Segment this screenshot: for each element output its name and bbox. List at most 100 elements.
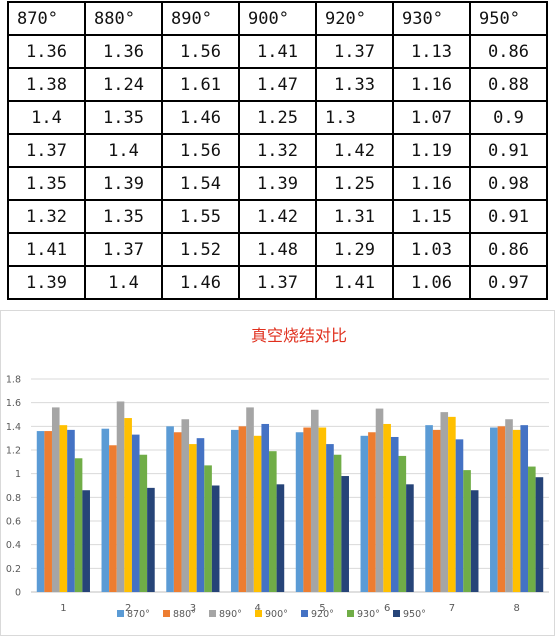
y-tick-label: 0.6 xyxy=(6,517,21,528)
bar xyxy=(406,484,414,592)
legend-label: 920° xyxy=(311,609,334,620)
table-cell: 1.61 xyxy=(161,67,240,102)
legend-swatch xyxy=(301,610,308,617)
y-tick-label: 0.2 xyxy=(6,564,21,575)
column-header: 920° xyxy=(315,1,394,36)
table-cell: 1.25 xyxy=(315,166,394,201)
table-row: 1.35 1.39 1.54 1.39 1.25 1.16 0.98 xyxy=(7,166,548,201)
bar xyxy=(204,465,212,592)
bar xyxy=(59,425,68,592)
bar xyxy=(189,444,197,592)
table-cell: 1.52 xyxy=(161,232,240,267)
table-cell: 1.48 xyxy=(238,232,317,267)
table-cell: 1.46 xyxy=(161,265,240,300)
bar xyxy=(463,470,471,592)
x-tick-label: 7 xyxy=(449,603,455,614)
bar xyxy=(368,432,376,592)
bar xyxy=(341,476,349,592)
table-cell: 0.88 xyxy=(469,67,548,102)
table-row: 1.41 1.37 1.52 1.48 1.29 1.03 0.86 xyxy=(7,232,548,267)
bar xyxy=(528,466,536,592)
table-cell: 1.37 xyxy=(238,265,317,300)
bar xyxy=(383,423,391,592)
column-header: 950° xyxy=(469,1,548,36)
bar xyxy=(147,487,155,592)
chart-title: 真空烧结对比 xyxy=(251,326,347,345)
y-tick-label: 1.8 xyxy=(6,375,21,386)
table-cell: 0.9 xyxy=(469,100,548,135)
bar xyxy=(116,401,125,592)
x-tick-label: 8 xyxy=(513,603,519,614)
table-row: 1.36 1.36 1.56 1.41 1.37 1.13 0.86 xyxy=(7,34,548,69)
table-cell: 1.32 xyxy=(238,133,317,168)
legend-swatch xyxy=(393,610,400,617)
table-cell: 1.46 xyxy=(161,100,240,135)
legend-swatch xyxy=(209,610,216,617)
bar xyxy=(44,431,52,592)
data-table: 870° 880° 890° 900° 920° 930° 950° 1.36 1… xyxy=(7,1,548,300)
table-cell: 1.54 xyxy=(161,166,240,201)
table-cell: 0.98 xyxy=(469,166,548,201)
bar xyxy=(124,418,132,592)
bar xyxy=(505,419,513,592)
table-cell: 1.36 xyxy=(7,34,86,69)
table-cell: 1.32 xyxy=(7,199,86,234)
table-cell: 1.3 xyxy=(315,100,394,135)
x-tick-label: 4 xyxy=(254,603,260,614)
table-row: 1.4 1.35 1.46 1.25 1.3 1.07 0.9 xyxy=(7,100,548,135)
bar xyxy=(269,451,277,592)
x-tick-label: 6 xyxy=(384,603,390,614)
bar xyxy=(520,425,529,592)
bar xyxy=(360,435,369,592)
table-cell: 1.4 xyxy=(84,133,163,168)
x-tick-label: 5 xyxy=(319,603,325,614)
table-row: 1.32 1.35 1.55 1.42 1.31 1.15 0.91 xyxy=(7,199,548,234)
legend-swatch xyxy=(117,610,124,617)
bar xyxy=(432,429,441,592)
bar xyxy=(166,426,174,592)
table-cell: 1.38 xyxy=(7,67,86,102)
bar xyxy=(253,435,262,592)
bar xyxy=(448,416,456,592)
table-cell: 1.16 xyxy=(392,67,471,102)
bar-chart: 真空烧结对比 1 2 3 4 5 6 7 8 0 0.2 0.4 0.6 0.8 1 1.2 1.4 1.6 1… xyxy=(6,326,549,620)
bar xyxy=(535,477,544,592)
bar xyxy=(246,407,254,592)
bar xyxy=(276,484,285,592)
data-table-container: 870° 880° 890° 900° 920° 930° 950° 1.36 1… xyxy=(7,1,548,300)
column-header: 900° xyxy=(238,1,317,36)
bar xyxy=(490,427,498,592)
table-header-row: 870° 880° 890° 900° 920° 930° 950° xyxy=(7,1,548,36)
bar xyxy=(51,407,60,592)
bar xyxy=(139,454,148,592)
table-cell: 1.55 xyxy=(161,199,240,234)
table-row: 1.38 1.24 1.61 1.47 1.33 1.16 0.88 xyxy=(7,67,548,102)
bar xyxy=(512,429,521,592)
bar xyxy=(333,454,342,592)
bar xyxy=(67,429,75,592)
table-cell: 1.37 xyxy=(7,133,86,168)
legend-swatch xyxy=(347,610,354,617)
table-cell: 1.07 xyxy=(392,100,471,135)
legend-label: 890° xyxy=(219,609,242,620)
table-cell: 0.91 xyxy=(469,199,548,234)
bar xyxy=(375,408,384,592)
bar xyxy=(196,438,205,592)
table-row: 1.39 1.4 1.46 1.37 1.41 1.06 0.97 xyxy=(7,265,548,300)
table-cell: 1.41 xyxy=(238,34,317,69)
table-cell: 1.47 xyxy=(238,67,317,102)
table-cell: 0.86 xyxy=(469,232,548,267)
legend-label: 930° xyxy=(357,609,380,620)
table-cell: 1.33 xyxy=(315,67,394,102)
legend-label: 870° xyxy=(127,609,150,620)
table-cell: 0.91 xyxy=(469,133,548,168)
bar xyxy=(131,434,140,592)
y-tick-label: 1.6 xyxy=(6,398,21,409)
table-cell: 1.31 xyxy=(315,199,394,234)
bar xyxy=(173,432,182,592)
table-cell: 0.97 xyxy=(469,265,548,300)
y-tick-label: 0.4 xyxy=(6,540,21,551)
y-tick-label: 0 xyxy=(15,588,21,599)
bar xyxy=(261,423,270,592)
table-cell: 1.16 xyxy=(392,166,471,201)
